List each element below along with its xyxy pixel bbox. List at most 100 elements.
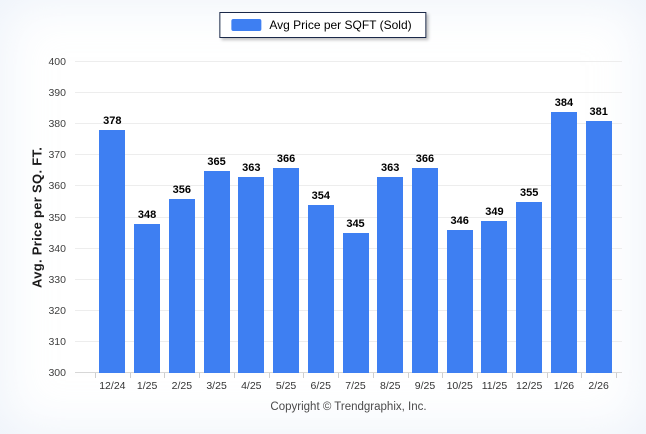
bar-12/25: 355: [516, 187, 543, 373]
bar-12/24: 378: [99, 115, 126, 373]
x-axis-tick-mark: [477, 373, 479, 378]
x-tick-label-10/25: 10/25: [446, 380, 473, 392]
bar-slot: 349: [477, 62, 512, 373]
y-tick-label-350: 350: [48, 211, 66, 224]
bar-value-label: 345: [346, 218, 365, 231]
y-tick-label-310: 310: [48, 335, 66, 348]
bar-6/25: 354: [307, 190, 334, 373]
x-axis-tick-mark: [407, 373, 409, 378]
y-tick-label-370: 370: [48, 149, 66, 162]
bar-1/25: 348: [134, 209, 161, 373]
bar-10/25: 346: [446, 215, 473, 373]
bar-slot: 355: [512, 62, 547, 373]
x-axis-tick-mark: [95, 373, 96, 378]
x-tick-label-11/25: 11/25: [481, 380, 508, 392]
bar-slot: 356: [164, 62, 199, 373]
x-axis-tick-mark: [268, 373, 270, 378]
bar-slot: 346: [442, 62, 477, 373]
bar-value-label: 346: [450, 214, 469, 227]
x-tick-label-9/25: 9/25: [414, 380, 436, 392]
bar-slot: 366: [269, 62, 304, 373]
bar-value-label: 378: [103, 115, 122, 128]
x-tick-label-3/25: 3/25: [206, 380, 227, 392]
y-tick-label-300: 300: [48, 367, 66, 379]
bar-value-label: 363: [242, 162, 261, 175]
bars-container: 378 348 356 365 363 366 354 345 363 366 346 349 355 3…: [95, 62, 616, 373]
gridline-390: [75, 92, 622, 94]
plot-area: 378 348 356 365 363 366 354 345 363 366 346 349 355 3…: [48, 56, 622, 392]
gridline-370: [75, 154, 622, 156]
x-tick-label-7/25: 7/25: [345, 380, 366, 392]
x-tick-label-8/25: 8/25: [380, 380, 401, 392]
bar-slot: 366: [408, 62, 443, 373]
bar-value-label: 381: [589, 106, 608, 119]
x-axis-tick-mark: [581, 373, 583, 378]
x-tick-label-6/25: 6/25: [310, 380, 331, 392]
bar-value-label: 366: [415, 152, 435, 165]
bar-3/25: 365: [203, 156, 230, 373]
x-axis-tick-mark: [129, 373, 131, 378]
x-axis-tick-mark: [511, 373, 513, 378]
bar-8/25: 363: [377, 162, 404, 373]
y-axis-title: Avg. Price per SQ. FT.: [29, 146, 45, 289]
bar-value-label: 363: [381, 162, 400, 175]
bar-1/26: 384: [550, 97, 577, 373]
y-tick-label-330: 330: [48, 273, 66, 286]
copyright-text: Copyright © Trendgraphix, Inc.: [270, 401, 427, 413]
bar-5/25: 366: [273, 153, 300, 373]
bar-value-label: 349: [485, 205, 504, 218]
bar-slot: 381: [581, 62, 616, 373]
bar-11/25: 349: [481, 206, 508, 373]
x-tick-label-12/25: 12/25: [516, 380, 543, 392]
gridline-360: [75, 185, 622, 187]
x-axis-tick-mark: [546, 373, 548, 378]
bar-value-label: 384: [554, 96, 574, 109]
bar-2/25: 356: [168, 184, 195, 373]
bar-value-label: 348: [137, 208, 157, 221]
y-tick-label-320: 320: [48, 304, 66, 317]
bar-slot: 384: [547, 62, 582, 373]
bar-slot: 348: [130, 62, 165, 373]
bar-value-label: 365: [207, 155, 226, 168]
x-axis-tick-mark: [164, 373, 166, 378]
x-axis-tick-mark: [338, 373, 340, 378]
bar-slot: 363: [234, 62, 269, 373]
x-tick-label-1/26: 1/26: [553, 380, 575, 392]
bar-slot: 378: [95, 62, 130, 373]
bar-value-label: 354: [311, 190, 330, 203]
x-axis-tick-mark: [233, 373, 235, 378]
gridline-350: [75, 216, 622, 218]
y-tick-label-400: 400: [48, 56, 66, 68]
y-tick-label-390: 390: [48, 87, 66, 100]
x-axis-tick-mark: [303, 373, 305, 378]
chart-legend: Avg Price per SQFT (Sold): [219, 12, 427, 38]
gridline-380: [75, 123, 622, 125]
y-tick-label-360: 360: [48, 180, 66, 193]
bar-value-label: 366: [276, 152, 296, 165]
x-tick-label-2/26: 2/26: [588, 380, 609, 392]
x-axis-labels: 12/24 1/25 2/25 3/25 4/25 5/25 6/25 7/25 8/25 9/2…: [95, 373, 616, 392]
x-tick-label-1/25: 1/25: [136, 380, 158, 392]
bar-7/25: 345: [342, 218, 369, 373]
x-tick-label-5/25: 5/25: [275, 380, 297, 392]
x-tick-label-2/25: 2/25: [171, 380, 193, 392]
bar-slot: 354: [303, 62, 338, 373]
legend-label: Avg Price per SQFT (Sold): [269, 18, 412, 32]
x-tick-label-4/25: 4/25: [241, 380, 262, 392]
x-axis-tick-mark: [442, 373, 444, 378]
bar-slot: 363: [373, 62, 408, 373]
x-axis-tick-mark: [616, 373, 617, 378]
bar-slot: 345: [338, 62, 373, 373]
bar-value-label: 355: [519, 186, 539, 199]
bar-4/25: 363: [238, 162, 265, 373]
y-tick-label-340: 340: [48, 242, 66, 255]
x-tick-label-12/24: 12/24: [99, 380, 126, 392]
gridline-400: [75, 61, 622, 62]
bar-slot: 365: [199, 62, 234, 373]
y-tick-label-380: 380: [48, 118, 66, 131]
x-axis-ticks: [95, 373, 617, 378]
bar-9/25: 366: [411, 153, 438, 373]
bar-value-label: 356: [172, 183, 192, 196]
x-axis-tick-mark: [199, 373, 201, 378]
legend-swatch-icon: [231, 19, 262, 31]
